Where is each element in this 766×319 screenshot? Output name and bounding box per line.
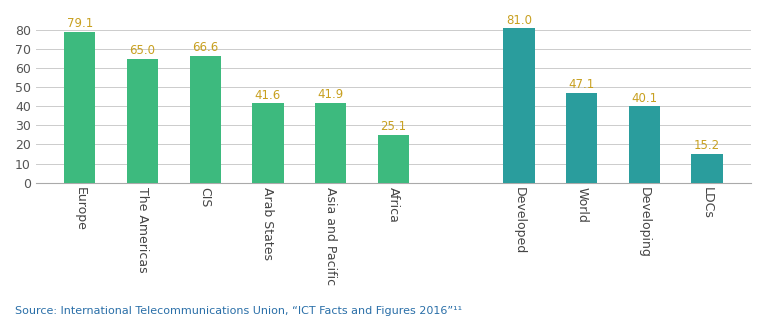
Bar: [189, 56, 221, 182]
Text: 66.6: 66.6: [192, 41, 218, 54]
Text: 40.1: 40.1: [631, 92, 657, 105]
Text: 79.1: 79.1: [67, 18, 93, 30]
Bar: [503, 28, 535, 182]
Bar: [566, 93, 597, 182]
Text: 41.6: 41.6: [255, 89, 281, 102]
Text: 25.1: 25.1: [381, 120, 407, 133]
Text: 47.1: 47.1: [568, 78, 594, 91]
Text: 81.0: 81.0: [506, 14, 532, 27]
Bar: [252, 103, 283, 182]
Bar: [629, 106, 660, 182]
Text: 65.0: 65.0: [129, 44, 155, 57]
Bar: [692, 154, 723, 182]
Bar: [378, 135, 409, 182]
Bar: [127, 59, 159, 182]
Text: 41.9: 41.9: [318, 88, 344, 101]
Text: 15.2: 15.2: [694, 139, 720, 152]
Bar: [64, 32, 96, 182]
Text: Source: International Telecommunications Union, “ICT Facts and Figures 2016”¹¹: Source: International Telecommunications…: [15, 306, 463, 316]
Bar: [315, 103, 346, 182]
